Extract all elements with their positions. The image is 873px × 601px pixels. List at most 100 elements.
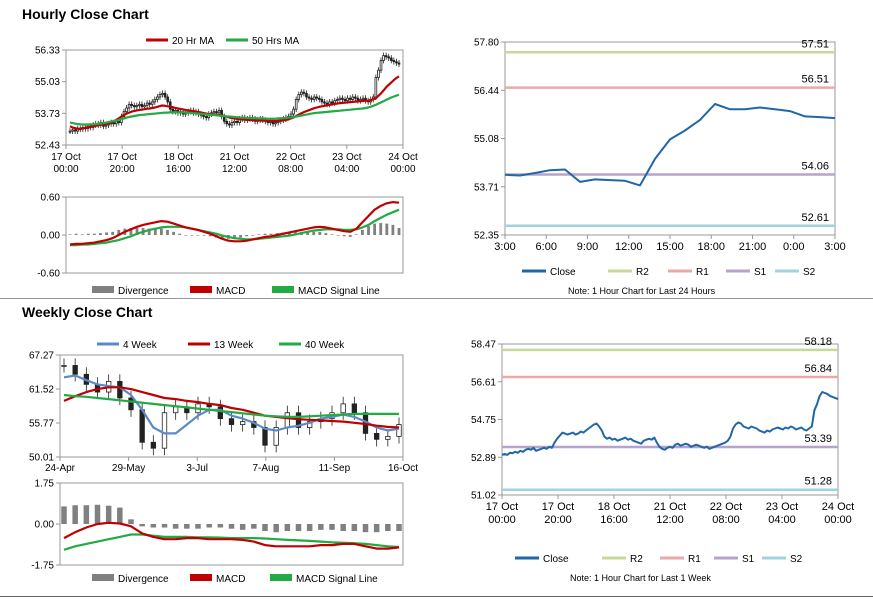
y-tick-label: 54.75 <box>471 415 496 426</box>
legend-label: Divergence <box>118 286 169 297</box>
divergence-bar <box>269 233 273 235</box>
divergence-bar <box>273 524 279 533</box>
x-tick-label: 15:00 <box>656 241 684 253</box>
x-tick-label: 00:00 <box>824 514 852 526</box>
divergence-bar <box>251 524 257 529</box>
divergence-bar <box>74 233 78 235</box>
legend-swatch <box>92 286 114 293</box>
candle-body <box>292 108 295 115</box>
candle-body <box>132 105 136 108</box>
candle-body <box>273 427 279 446</box>
divergence-bar <box>99 233 102 235</box>
legend-label: S1 <box>742 554 755 565</box>
divergence-bar <box>245 235 249 237</box>
level-label-r1: 56.84 <box>804 363 832 375</box>
x-tick-label: 3-Jul <box>186 463 208 474</box>
candle-body <box>71 129 74 132</box>
level-label-s2: 51.28 <box>804 476 832 488</box>
candle-body <box>61 365 67 367</box>
divergence-bar <box>208 235 212 237</box>
divergence-bar <box>161 524 168 528</box>
x-tick-label: 00:00 <box>53 164 78 175</box>
candle-body <box>300 91 303 95</box>
legend-label: 20 Hr MA <box>172 36 215 47</box>
candle-body <box>158 94 162 98</box>
candle-body <box>307 421 313 428</box>
candle-body <box>294 99 298 110</box>
divergence-bar <box>362 524 369 533</box>
y-tick-label: 50.01 <box>29 453 54 464</box>
candle-body <box>341 97 344 100</box>
divergence-bar <box>72 505 78 524</box>
x-tick-label: 17 Oct <box>542 501 574 513</box>
x-tick-label: 20:00 <box>544 514 572 526</box>
y-tick-label: 67.27 <box>29 351 54 362</box>
x-tick-label: 0:00 <box>783 241 804 253</box>
divergence-bar <box>239 524 246 530</box>
divergence-bar <box>217 524 224 528</box>
candle-body <box>143 105 146 108</box>
divergence-bar <box>228 524 235 529</box>
candle-body <box>392 60 396 63</box>
candle-body <box>127 103 131 109</box>
x-tick-label: 16:00 <box>600 514 628 526</box>
candle-body <box>139 409 145 443</box>
divergence-bar <box>306 231 310 235</box>
candle-body <box>384 55 388 58</box>
candle-body <box>338 97 342 100</box>
candle-body <box>374 433 380 440</box>
y-tick-label: 52.43 <box>35 141 60 152</box>
candle-body <box>315 96 319 99</box>
legend-swatch <box>190 286 212 293</box>
divergence-bar <box>83 505 90 524</box>
y-tick-label: 55.03 <box>35 77 60 88</box>
divergence-bar <box>373 223 377 235</box>
candle-body <box>336 99 339 102</box>
candle-body <box>128 397 134 411</box>
divergence-bar <box>263 233 267 235</box>
y-tick-label: 0.00 <box>41 231 61 242</box>
candle-body <box>150 101 154 105</box>
candle-body <box>348 97 352 100</box>
candle-body <box>318 97 321 100</box>
x-tick-label: 21 Oct <box>654 501 686 513</box>
candle-body <box>228 418 235 425</box>
candle-body <box>161 92 164 95</box>
candle-body <box>385 435 391 440</box>
candle-body <box>396 424 402 437</box>
candle-body <box>150 441 156 449</box>
x-tick-label: 21 Oct <box>220 152 250 163</box>
divergence-bar <box>150 524 157 528</box>
candle-body <box>389 57 393 61</box>
candle-body <box>330 101 334 104</box>
divergence-bar <box>184 235 188 236</box>
candle-body <box>135 105 139 108</box>
candle-body <box>225 120 229 125</box>
legend-label: MACD <box>216 286 245 297</box>
x-tick-label: 11-Sep <box>319 463 351 474</box>
divergence-bar <box>351 524 358 532</box>
level-label-s1: 53.39 <box>804 433 832 445</box>
divergence-bar <box>86 233 90 235</box>
candle-body <box>171 108 175 113</box>
x-tick-label: 24 Oct <box>388 152 418 163</box>
macd-signal-line <box>70 208 400 247</box>
candle-body <box>140 103 144 108</box>
x-tick-label: 24-Apr <box>45 463 76 474</box>
x-tick-label: 23 Oct <box>332 152 362 163</box>
hourly-section-title: Hourly Close Chart <box>22 6 149 22</box>
y-tick-label: 51.02 <box>471 491 496 502</box>
y-tick-label: 55.08 <box>474 134 499 145</box>
candle-body <box>307 96 311 99</box>
candle-body <box>361 97 365 100</box>
candle-body <box>72 365 78 375</box>
candle-body <box>397 62 401 65</box>
divergence-bar <box>367 226 370 235</box>
candle-body <box>346 97 349 102</box>
divergence-bar <box>178 233 182 235</box>
divergence-bar <box>92 233 96 235</box>
legend-label: R2 <box>636 267 649 278</box>
section-divider <box>0 298 873 299</box>
divergence-bar <box>324 233 328 235</box>
candle-body <box>240 421 246 425</box>
